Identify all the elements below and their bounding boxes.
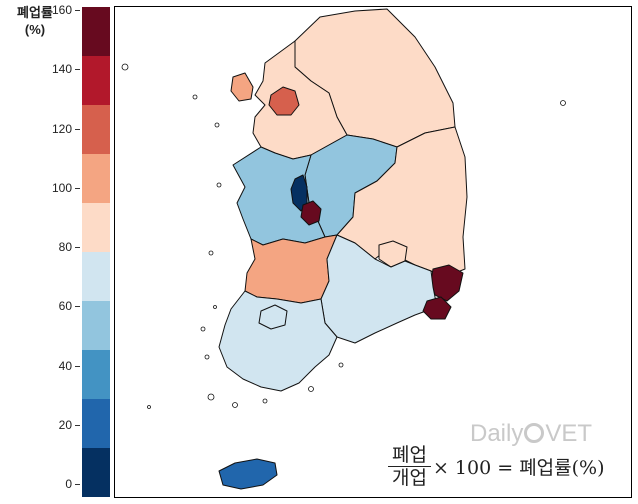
legend-tick-mark [75,306,80,308]
formula-rest: × 100 = 폐업률(%) [432,457,605,479]
color-legend-bar [82,7,110,497]
legend-tick-label: 160 [51,3,72,17]
region-ulsan [430,264,464,302]
legend-tick-label: 100 [51,180,72,195]
legend-band [82,252,110,302]
legend-band [82,399,110,449]
legend-tick-label: 0 [65,477,72,491]
legend-band [82,154,110,204]
legend-tick-mark [75,484,80,485]
legend-title: 폐업률 (%) [0,4,70,38]
legend-tick-label: 40 [58,358,72,373]
region-gyeongnam [320,234,438,344]
legend-tick-mark [75,187,80,189]
legend-tick-label: 80 [58,240,72,254]
logo-text-vet: VET [545,420,593,447]
legend-band [82,56,110,106]
legend-band [82,301,110,351]
legend-title-line2: (%) [24,22,46,37]
formula: 폐업 개업 × 100 = 폐업률(%) [388,444,605,489]
region-jeonnam [218,290,338,392]
region-jeju [218,458,278,490]
legend-band [82,448,110,497]
legend-tick-mark [75,10,80,11]
region-seoul [268,86,300,116]
legend-tick-mark [75,365,80,367]
legend-tick-mark [75,424,80,426]
legend-tick-mark [75,128,80,130]
dailyvet-logo: Daily VET [470,420,592,448]
legend-tick-label: 60 [58,299,72,314]
legend-band [82,350,110,400]
legend-band [82,105,110,155]
legend-tick-label: 120 [51,121,72,136]
legend-tick-mark [75,69,80,71]
legend-band [82,203,110,253]
legend-band [82,7,110,57]
logo-text-daily: Daily [470,420,524,447]
region-daejeon [300,200,322,226]
legend-tick-label: 140 [51,62,72,77]
formula-numerator: 폐업 [388,444,431,467]
map-frame [114,6,632,498]
region-busan [422,296,452,320]
formula-denominator: 개업 [392,467,427,489]
logo-o-icon [524,423,545,443]
korea-map [121,8,566,490]
legend-tick-label: 20 [58,417,72,432]
region-jeonbuk [244,234,338,304]
legend-tick-mark [75,247,80,248]
formula-fraction: 폐업 개업 [388,444,431,489]
region-incheon [230,72,254,102]
legend-title-line1: 폐업률 [17,5,53,20]
region-gwangju [258,304,288,330]
